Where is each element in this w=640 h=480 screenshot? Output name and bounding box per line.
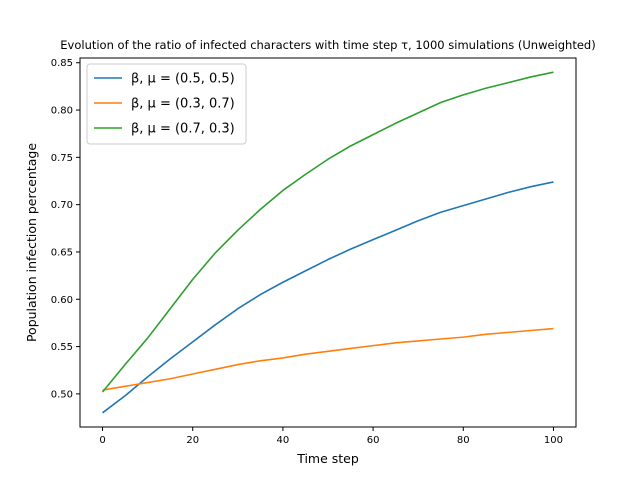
series-line-3 xyxy=(101,71,554,393)
y-tick-label: 0.65 xyxy=(51,247,73,258)
legend-entry-2: β, μ = (0.3, 0.7) xyxy=(131,97,235,112)
series-line-2 xyxy=(102,327,554,391)
x-tick-label: 40 xyxy=(277,435,290,446)
x-axis: 0 20 40 60 80 100 xyxy=(99,427,563,446)
legend-entry-3: β, μ = (0.7, 0.3) xyxy=(131,122,235,137)
x-tick-label: 20 xyxy=(186,435,199,446)
series-line-1 xyxy=(102,181,554,414)
y-tick-label: 0.70 xyxy=(51,200,73,211)
legend-entry-1: β, μ = (0.5, 0.5) xyxy=(131,72,235,87)
y-tick-label: 0.50 xyxy=(51,389,73,400)
series-layer xyxy=(101,71,554,414)
y-axis-label: Population infection percentage xyxy=(24,143,39,342)
y-tick-label: 0.80 xyxy=(51,106,73,117)
y-tick-label: 0.60 xyxy=(51,295,73,306)
plot-frame xyxy=(79,57,577,428)
x-tick-label: 100 xyxy=(544,435,563,446)
legend-box xyxy=(86,63,247,145)
legend: β, μ = (0.5, 0.5) β, μ = (0.3, 0.7) β, μ =… xyxy=(86,63,247,145)
x-tick-label: 60 xyxy=(367,435,380,446)
chart-title: Evolution of the ratio of infected chara… xyxy=(60,38,595,52)
y-tick-label: 0.55 xyxy=(51,342,73,353)
x-axis-label: Time step xyxy=(296,451,359,466)
x-tick-label: 80 xyxy=(457,435,470,446)
y-tick-label: 0.85 xyxy=(51,58,73,69)
y-tick-label: 0.75 xyxy=(51,153,73,164)
x-tick-label: 0 xyxy=(99,435,105,446)
y-axis: 0.50 0.55 0.60 0.65 0.70 0.75 0.80 0.85 xyxy=(51,58,80,400)
